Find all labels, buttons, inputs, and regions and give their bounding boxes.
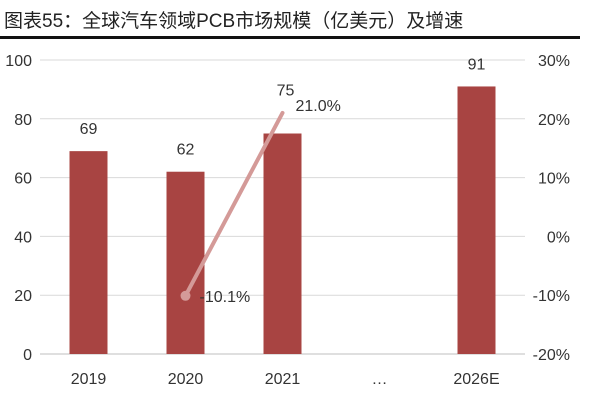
bar-data-label: 91 [468, 56, 486, 73]
x-tick-label: 2020 [168, 371, 204, 388]
bar [263, 133, 302, 354]
bar-data-label: 75 [277, 83, 295, 100]
y-right-tick-label: -20% [533, 347, 570, 364]
title-rule [0, 36, 580, 39]
bar-data-label: 62 [177, 142, 195, 159]
y-right-tick-label: 0% [547, 229, 570, 246]
x-tick-label: 2026E [453, 371, 499, 388]
y-left-tick-label: 80 [14, 112, 32, 129]
x-tick-label: 2019 [71, 371, 107, 388]
bar [166, 171, 205, 354]
growth-line [183, 110, 285, 298]
y-left-tick-label: 40 [14, 229, 32, 246]
growth-point [180, 290, 191, 301]
bar [69, 151, 108, 354]
y-left-tick-label: 20 [14, 288, 32, 305]
growth-data-label: -10.1% [200, 289, 251, 306]
x-tick-label: … [372, 371, 388, 388]
growth-data-label: 21.0% [296, 98, 341, 115]
y-left-tick-label: 60 [14, 171, 32, 188]
y-right-tick-label: 30% [538, 53, 570, 70]
y-left-tick-label: 100 [5, 53, 32, 70]
bar [457, 86, 496, 355]
y-right-tick-label: 10% [538, 171, 570, 188]
bar-data-label: 69 [80, 121, 98, 138]
x-tick-label: 2021 [265, 371, 301, 388]
chart-title: 图表55：全球汽车领域PCB市场规模（亿美元）及增速 [4, 11, 464, 32]
y-left-tick-label: 0 [23, 347, 32, 364]
y-right-tick-label: -10% [533, 288, 570, 305]
y-right-tick-label: 20% [538, 112, 570, 129]
